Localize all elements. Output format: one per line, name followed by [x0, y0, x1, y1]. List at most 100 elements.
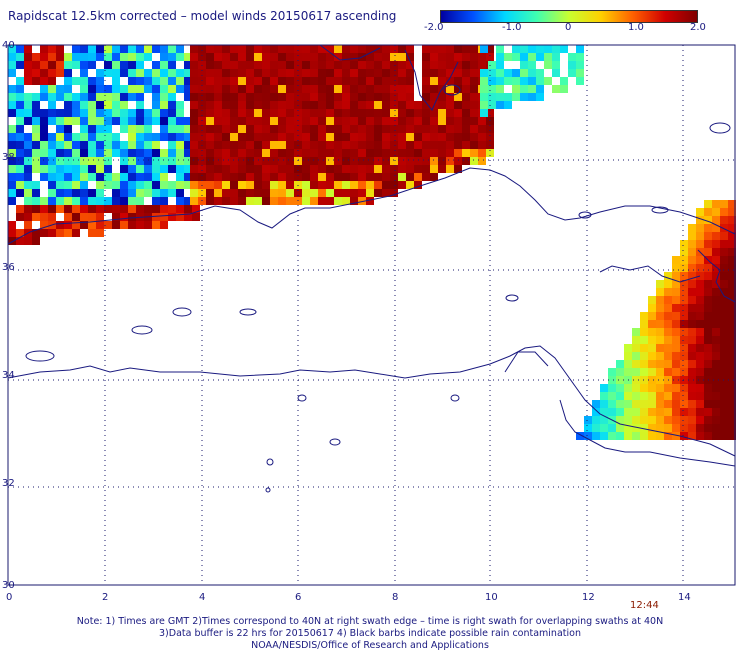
wind-cell: [176, 181, 184, 189]
wind-cell: [704, 208, 712, 216]
wind-cell: [462, 77, 470, 85]
wind-cell: [656, 304, 664, 312]
wind-cell: [438, 77, 446, 85]
wind-cell: [334, 109, 342, 117]
wind-cell: [616, 424, 624, 432]
wind-cell: [632, 416, 640, 424]
wind-cell: [72, 149, 80, 157]
wind-cell: [462, 101, 470, 109]
wind-cell: [112, 101, 120, 109]
wind-cell: [672, 392, 680, 400]
wind-cell: [222, 109, 230, 117]
wind-cell: [430, 165, 438, 173]
coastline-peninsula: [599, 265, 701, 283]
wind-cell: [454, 93, 462, 101]
wind-cell: [728, 344, 736, 352]
wind-cell: [470, 157, 478, 165]
wind-cell: [374, 141, 382, 149]
wind-cell: [230, 173, 238, 181]
wind-cell: [72, 117, 80, 125]
island-f: [297, 394, 307, 402]
wind-cell: [230, 45, 238, 53]
wind-cell: [56, 93, 64, 101]
wind-cell: [728, 360, 736, 368]
island-n: [505, 294, 519, 302]
wind-cell: [262, 117, 270, 125]
wind-cell: [112, 197, 120, 205]
wind-cell: [318, 181, 326, 189]
wind-cell: [342, 101, 350, 109]
wind-cell: [680, 320, 688, 328]
wind-cell: [414, 181, 422, 189]
wind-cell: [568, 53, 576, 61]
wind-cell: [334, 101, 342, 109]
wind-cell: [520, 45, 528, 53]
wind-cell: [160, 85, 168, 93]
wind-cell: [624, 368, 632, 376]
wind-cell: [40, 109, 48, 117]
wind-cell: [222, 141, 230, 149]
wind-cell: [96, 101, 104, 109]
wind-cell: [728, 240, 736, 248]
wind-cell: [112, 181, 120, 189]
wind-cell: [712, 216, 720, 224]
wind-cell: [664, 320, 672, 328]
wind-cell: [422, 85, 430, 93]
wind-cell: [318, 133, 326, 141]
wind-cell: [278, 189, 286, 197]
wind-cell: [310, 117, 318, 125]
wind-cell: [72, 181, 80, 189]
wind-cell: [16, 45, 24, 53]
wind-cell: [720, 400, 728, 408]
wind-cell: [584, 416, 592, 424]
wind-cell: [302, 141, 310, 149]
wind-cell: [160, 197, 168, 205]
wind-cell: [696, 432, 704, 440]
wind-cell: [438, 165, 446, 173]
wind-cell: [278, 141, 286, 149]
wind-cell: [190, 69, 198, 77]
wind-cell: [664, 416, 672, 424]
wind-cell: [112, 109, 120, 117]
wind-cell: [728, 272, 736, 280]
wind-cell: [80, 221, 88, 229]
wind-cell: [720, 280, 728, 288]
wind-cell: [656, 368, 664, 376]
wind-cell: [88, 197, 96, 205]
wind-cell: [326, 149, 334, 157]
wind-cell: [176, 133, 184, 141]
wind-cell: [160, 53, 168, 61]
wind-cell: [56, 189, 64, 197]
wind-cell: [640, 360, 648, 368]
wind-cell: [680, 296, 688, 304]
wind-cell: [278, 125, 286, 133]
wind-cell: [254, 173, 262, 181]
wind-cell: [190, 125, 198, 133]
wind-cell: [270, 85, 278, 93]
wind-cell: [688, 288, 696, 296]
wind-cell: [88, 141, 96, 149]
wind-cell: [560, 77, 568, 85]
wind-cell: [176, 189, 184, 197]
wind-cell: [680, 432, 688, 440]
wind-cell: [512, 77, 520, 85]
wind-cell: [144, 77, 152, 85]
wind-cell: [88, 77, 96, 85]
wind-cell: [334, 69, 342, 77]
wind-cell: [656, 432, 664, 440]
wind-cell: [688, 312, 696, 320]
wind-cell: [672, 360, 680, 368]
wind-cell: [96, 157, 104, 165]
wind-cell: [286, 141, 294, 149]
wind-cell: [254, 117, 262, 125]
wind-cell: [136, 165, 144, 173]
wind-cell: [438, 69, 446, 77]
wind-cell: [176, 85, 184, 93]
wind-cell: [382, 149, 390, 157]
wind-cell: [454, 53, 462, 61]
wind-cell: [358, 69, 366, 77]
colorbar-label-max: 2.0: [690, 22, 706, 33]
wind-cell: [712, 296, 720, 304]
wind-cell: [88, 189, 96, 197]
wind-cell: [16, 85, 24, 93]
